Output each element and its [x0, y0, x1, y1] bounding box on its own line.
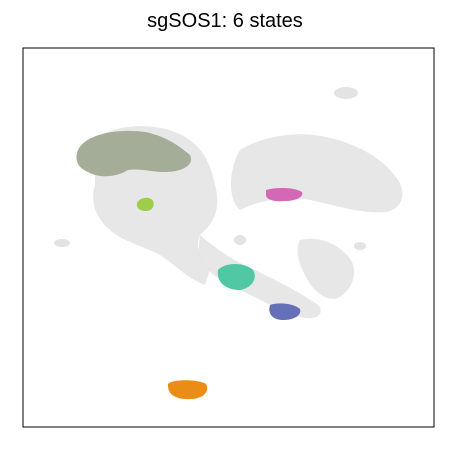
background-cell-region: [198, 235, 321, 319]
state-clusters: [76, 130, 303, 400]
chart-title: sgSOS1: 6 states: [147, 10, 303, 32]
background-cell-region: [334, 87, 358, 99]
background-cell-region: [54, 239, 70, 247]
state-cluster-1: [76, 130, 192, 177]
background-cell-region: [234, 235, 246, 245]
state-cluster-5: [269, 303, 301, 320]
background-cell-region: [354, 242, 366, 250]
state-cluster-4: [217, 264, 255, 290]
plot-frame: [22, 47, 435, 428]
state-cluster-3: [266, 187, 303, 202]
background-cell-region: [297, 238, 355, 299]
state-cluster-6: [167, 380, 208, 400]
state-cluster-2: [136, 197, 154, 211]
